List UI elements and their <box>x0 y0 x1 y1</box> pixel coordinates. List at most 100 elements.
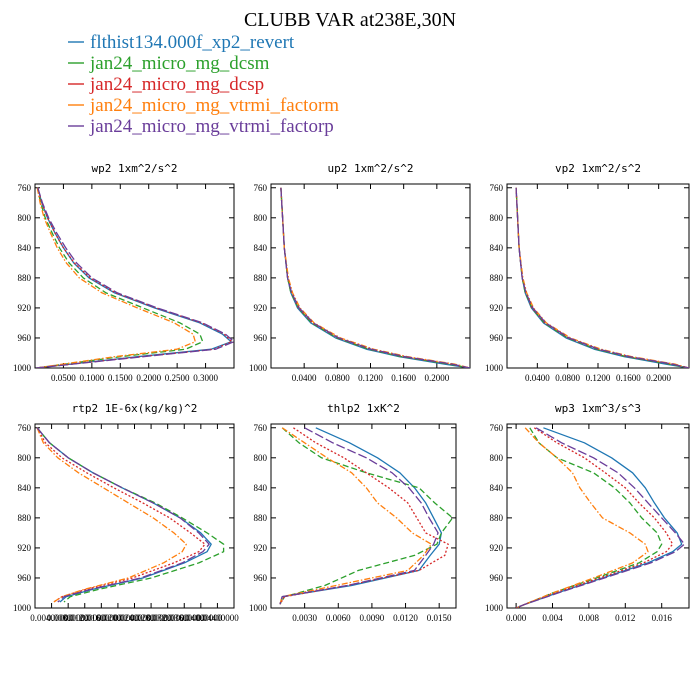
y-tick-label: 760 <box>18 183 32 193</box>
x-tick-label: 0.0800 <box>555 373 580 383</box>
plot-frame <box>506 423 690 609</box>
x-tick-label: 0.0400 <box>292 373 317 383</box>
y-tick-label: 840 <box>490 483 504 493</box>
y-tick-label: 840 <box>18 483 32 493</box>
series-line-5 <box>36 187 234 368</box>
x-tick-label: 0.016 <box>652 613 673 623</box>
y-tick-label: 800 <box>254 453 268 463</box>
y-tick-label: 880 <box>490 513 504 523</box>
y-tick-label: 920 <box>254 303 268 313</box>
figure-title: CLUBB VAR at238E,30N <box>244 9 456 31</box>
x-tick-label: 0.2500 <box>165 373 190 383</box>
legend-label: jan24_micro_mg_vtrmi_factorm <box>89 95 339 116</box>
panel-5: thlp2 1xK^2 760 800 840 880 920 960 1000 0.0030 0… <box>249 402 457 623</box>
series-line-3 <box>515 187 689 368</box>
legend-label: jan24_micro_mg_dcsp <box>89 74 264 95</box>
x-tick-label: 0.2000 <box>136 373 161 383</box>
series-group <box>36 187 234 368</box>
y-tick-label: 1000 <box>13 603 32 613</box>
plot-frame <box>270 423 457 609</box>
y-tick-label: 920 <box>18 303 32 313</box>
x-tick-label: 0.01200000 <box>63 613 106 623</box>
plot-frame <box>34 183 235 369</box>
legend-label: jan24_micro_mg_dcsm <box>89 53 270 74</box>
x-tick-label: 0.1200 <box>586 373 611 383</box>
series-line-1 <box>515 187 689 368</box>
x-tick-label: 0.0120 <box>393 613 418 623</box>
panel-3: vp2 1xm^2/s^2 760 800 840 880 920 960 1000 0.040… <box>485 162 690 383</box>
x-tick-label: 0.004 <box>542 613 563 623</box>
y-tick-label: 880 <box>254 513 268 523</box>
series-group <box>36 427 225 603</box>
x-tick-label: 0.000 <box>506 613 527 623</box>
series-line-3 <box>279 427 449 605</box>
series-line-2 <box>36 427 225 603</box>
y-tick-label: 1000 <box>249 603 268 613</box>
series-line-4 <box>36 187 196 368</box>
y-tick-label: 760 <box>490 183 504 193</box>
y-tick-label: 880 <box>254 273 268 283</box>
panel-title: up2 1xm^2/s^2 <box>327 162 413 175</box>
legend-entry: jan24_micro_mg_vtrmi_factorm <box>68 95 339 116</box>
panel-title: thlp2 1xK^2 <box>327 402 400 415</box>
series-line-3 <box>280 187 470 368</box>
y-tick-label: 800 <box>18 213 32 223</box>
y-tick-label: 960 <box>18 573 32 583</box>
series-line-5 <box>515 427 686 608</box>
y-tick-label: 880 <box>490 273 504 283</box>
y-tick-label: 760 <box>18 423 32 433</box>
y-tick-label: 800 <box>254 213 268 223</box>
y-tick-label: 840 <box>490 243 504 253</box>
panels: wp2 1xm^2/s^2 760 800 840 880 920 960 1000 0.050… <box>13 162 690 623</box>
series-group <box>515 427 686 608</box>
x-tick-label: 0.012 <box>615 613 635 623</box>
panel-title: wp2 1xm^2/s^2 <box>91 162 177 175</box>
y-tick-label: 840 <box>254 483 268 493</box>
y-tick-label: 840 <box>254 243 268 253</box>
series-line-3 <box>515 427 674 608</box>
y-tick-label: 760 <box>254 183 268 193</box>
series-line-5 <box>280 187 470 368</box>
y-tick-label: 960 <box>490 333 504 343</box>
series-group <box>279 427 454 605</box>
series-line-2 <box>279 427 454 605</box>
y-tick-label: 800 <box>18 453 32 463</box>
y-tick-label: 760 <box>490 423 504 433</box>
x-tick-label: 0.0500 <box>51 373 76 383</box>
y-tick-label: 960 <box>490 573 504 583</box>
x-tick-label: 0.0090 <box>360 613 385 623</box>
x-tick-label: 0.1000 <box>79 373 104 383</box>
x-tick-label: 0.2000 <box>424 373 449 383</box>
y-tick-label: 1000 <box>13 363 32 373</box>
series-group <box>515 187 689 368</box>
x-tick-label: 0.0400 <box>525 373 550 383</box>
y-tick-label: 920 <box>18 543 32 553</box>
series-line-5 <box>36 427 210 603</box>
y-tick-label: 1000 <box>249 363 268 373</box>
series-line-2 <box>515 187 689 368</box>
y-tick-label: 1000 <box>485 363 504 373</box>
x-tick-label: 0.00800000 <box>47 613 90 623</box>
y-tick-label: 1000 <box>485 603 504 613</box>
panel-title: vp2 1xm^2/s^2 <box>555 162 641 175</box>
legend-entry: jan24_micro_mg_dcsp <box>68 74 264 95</box>
x-tick-label: 0.00400000 <box>30 613 73 623</box>
x-tick-label: 0.1500 <box>108 373 133 383</box>
panel-4: rtp2 1E-6x(kg/kg)^2 760 800 840 880 920 960 100… <box>13 402 239 623</box>
x-tick-label: 0.0150 <box>427 613 452 623</box>
y-tick-label: 800 <box>490 213 504 223</box>
y-tick-label: 880 <box>18 513 32 523</box>
x-tick-label: 0.04400000 <box>196 613 239 623</box>
panel-title: rtp2 1E-6x(kg/kg)^2 <box>72 402 198 415</box>
series-line-2 <box>36 187 204 368</box>
series-line-4 <box>36 427 187 603</box>
y-tick-label: 880 <box>18 273 32 283</box>
legend-entry: jan24_micro_mg_vtrmi_factorp <box>68 116 334 137</box>
x-tick-label: 0.008 <box>579 613 600 623</box>
y-tick-label: 800 <box>490 453 504 463</box>
panel-1: wp2 1xm^2/s^2 760 800 840 880 920 960 1000 0.050… <box>13 162 235 383</box>
series-line-3 <box>36 427 206 603</box>
x-tick-label: 0.03200000 <box>146 613 189 623</box>
y-tick-label: 960 <box>18 333 32 343</box>
